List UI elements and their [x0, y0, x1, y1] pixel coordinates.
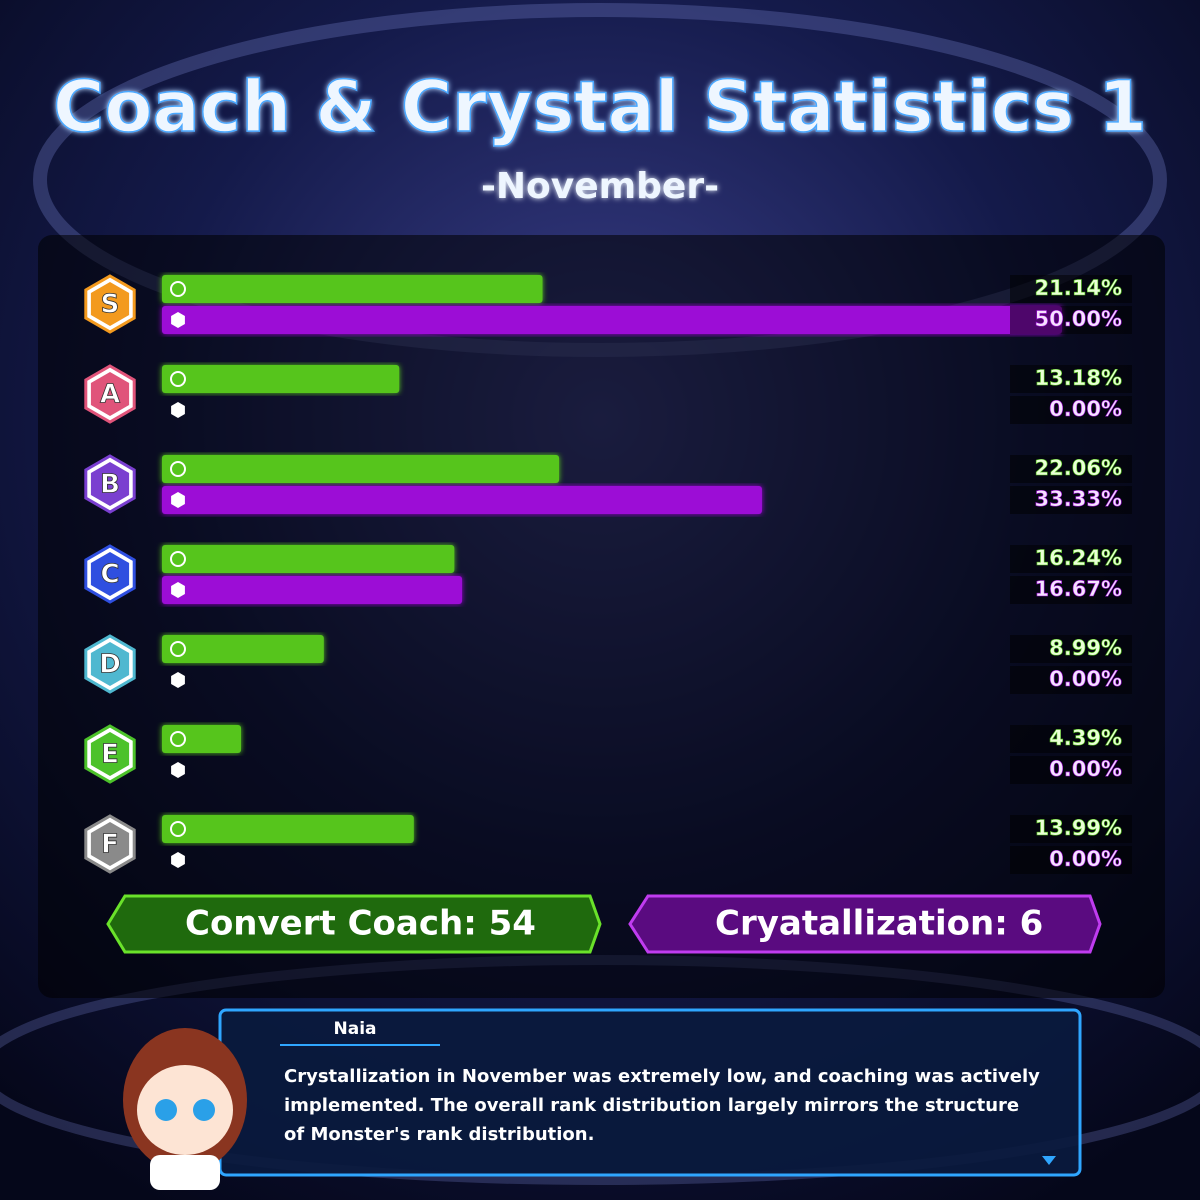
value-label: 0.00% [1049, 397, 1122, 421]
crystal-icon [171, 492, 185, 508]
total-coach-box [106, 894, 602, 954]
value-label: 13.99% [1035, 816, 1122, 840]
value-label: 16.24% [1035, 546, 1122, 570]
bar [162, 455, 560, 483]
rank-label: E [101, 740, 119, 770]
value-label: 13.18% [1035, 366, 1122, 390]
rank-label: A [100, 380, 120, 410]
bars: S 21.14% 50.00% A 13.18% 0.00% B 22.06% 33.33% C 1… [84, 274, 1132, 874]
chart-title: Coach & Crystal Statistics 1 [53, 66, 1147, 148]
value-label-bg [1010, 635, 1132, 663]
crystal-icon [171, 402, 185, 418]
value-label-bg [1010, 306, 1132, 334]
crystal-icon [171, 672, 185, 688]
rank-label: C [100, 560, 119, 590]
bar [162, 486, 762, 514]
value-label-bg [1010, 815, 1132, 843]
rank-badge [90, 642, 130, 686]
value-label-bg [1010, 725, 1132, 753]
chart-subtitle: -November- [481, 166, 719, 207]
value-label-bg [1010, 545, 1132, 573]
value-label: 22.06% [1035, 456, 1122, 480]
coach-icon [170, 821, 186, 837]
face [137, 1065, 233, 1155]
value-label: 4.39% [1049, 726, 1122, 750]
coach-icon [170, 641, 186, 657]
dialog-text: Crystallization in November was extremel… [284, 1066, 1040, 1145]
bar [162, 545, 455, 573]
crystal-icon [171, 852, 185, 868]
bar [162, 725, 242, 753]
value-label-bg [1010, 455, 1132, 483]
crystal-icon [171, 762, 185, 778]
coach-icon [170, 461, 186, 477]
coach-icon [170, 371, 186, 387]
eye [155, 1099, 177, 1121]
total-crystal: Cryatallization: 6 [715, 904, 1043, 944]
rank-label: B [100, 470, 120, 500]
rank-badge [90, 732, 130, 776]
value-label: 50.00% [1035, 307, 1122, 331]
total-crystal-box [628, 894, 1102, 954]
value-label: 16.67% [1035, 577, 1122, 601]
bar [162, 576, 463, 604]
total-coach: Convert Coach: 54 [185, 904, 536, 944]
value-label-bg [1010, 576, 1132, 604]
value-label: 0.00% [1049, 667, 1122, 691]
bar [162, 306, 1062, 334]
rank-label: F [101, 830, 119, 860]
value-label-bg [1010, 275, 1132, 303]
eye [193, 1099, 215, 1121]
rank-badge [90, 822, 130, 866]
value-label: 21.14% [1035, 276, 1122, 300]
rank-badge [90, 462, 130, 506]
rank-badge [90, 372, 130, 416]
panel [38, 235, 1165, 998]
rank-badge [90, 282, 130, 326]
dialog-arrow [1042, 1156, 1056, 1165]
value-label: 8.99% [1049, 636, 1122, 660]
value-label-bg [1010, 365, 1132, 393]
bar [162, 635, 324, 663]
collar [150, 1155, 220, 1190]
value-label: 0.00% [1049, 757, 1122, 781]
value-label-bg [1010, 666, 1132, 694]
coach-icon [170, 551, 186, 567]
value-label: 33.33% [1035, 487, 1122, 511]
rank-badge [90, 552, 130, 596]
character [123, 1028, 247, 1190]
crystal-icon [171, 312, 185, 328]
bar [162, 815, 414, 843]
coach-icon [170, 731, 186, 747]
dialog-text-box: Crystallization in November was extremel… [284, 1066, 1040, 1145]
crystal-icon [171, 582, 185, 598]
coach-icon [170, 281, 186, 297]
value-label-bg [1010, 486, 1132, 514]
rank-label: D [99, 650, 121, 680]
value-label: 0.00% [1049, 847, 1122, 871]
bar [162, 365, 400, 393]
bar [162, 275, 543, 303]
value-label-bg [1010, 396, 1132, 424]
value-label-bg [1010, 756, 1132, 784]
rank-label: S [101, 290, 120, 320]
speaker-name: Naia [334, 1019, 377, 1039]
value-label-bg [1010, 846, 1132, 874]
